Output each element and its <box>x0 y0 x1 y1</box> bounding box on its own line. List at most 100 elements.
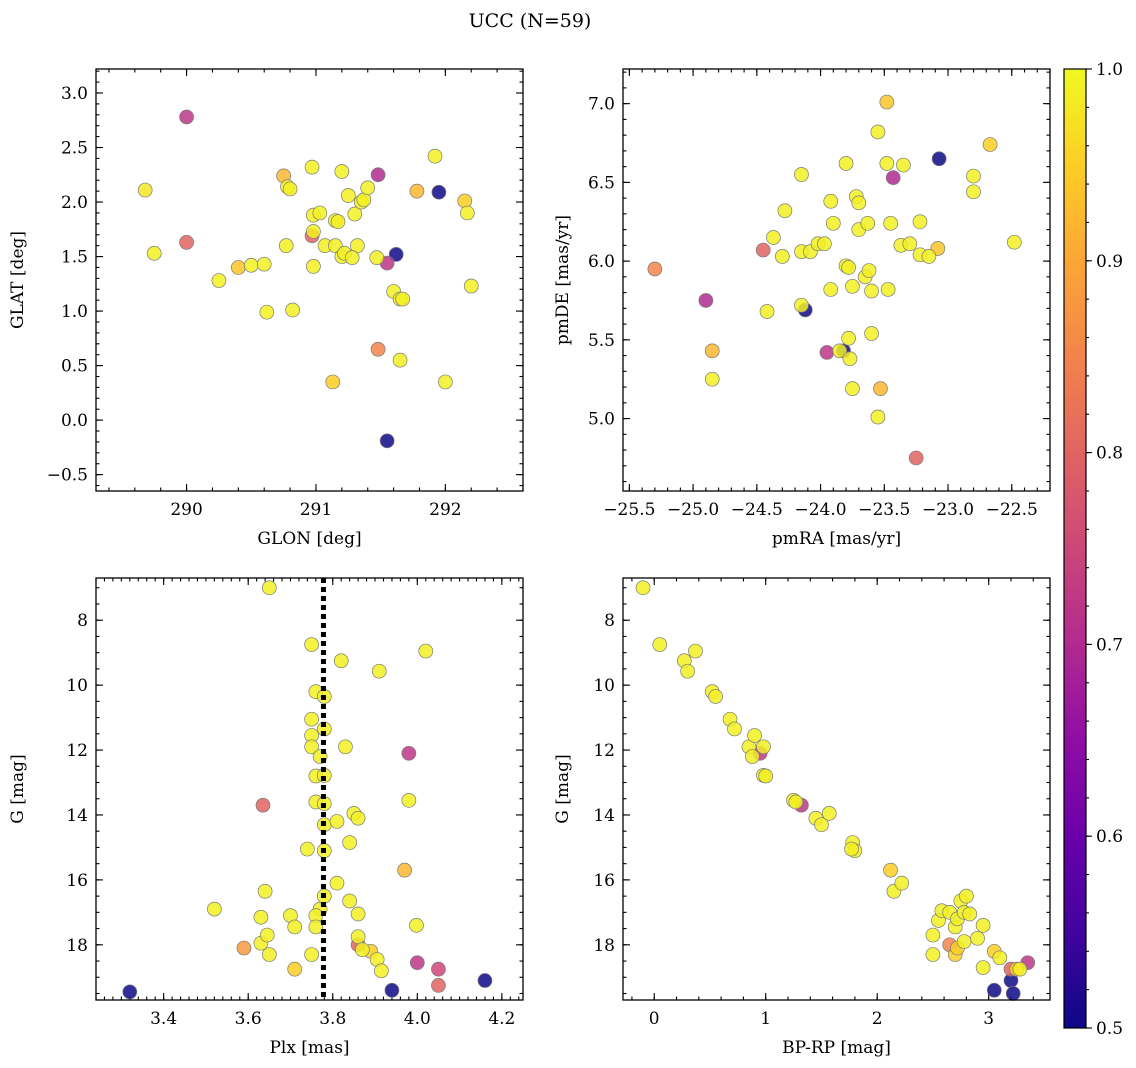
data-point <box>708 689 723 704</box>
data-point <box>431 184 447 200</box>
colorbar-gradient <box>1063 68 1087 1029</box>
data-point <box>344 250 360 265</box>
y-tick-label: 6.0 <box>588 252 615 272</box>
data-point <box>329 875 345 891</box>
data-point <box>925 927 941 943</box>
data-point <box>401 745 417 761</box>
data-point <box>766 230 781 245</box>
data-point <box>325 374 341 390</box>
data-point <box>438 374 453 390</box>
data-point <box>635 580 651 596</box>
data-point <box>255 797 271 813</box>
data-point <box>970 930 985 946</box>
data-point <box>747 728 762 743</box>
panel-glon-glat: 290 291 292 −0.5 0.0 0.5 1.0 1.5 2.0 2.5 3.0 GLON [… <box>8 68 524 549</box>
x-axis-label: GLON [deg] <box>257 529 361 549</box>
data-point <box>236 940 252 956</box>
data-point <box>278 238 294 254</box>
data-point <box>122 984 138 1000</box>
colorbar-tick-label: 1.0 <box>1096 60 1123 80</box>
data-point <box>257 883 273 899</box>
data-point <box>463 278 479 294</box>
data-point <box>758 768 774 784</box>
y-tick-label: −0.5 <box>47 466 88 486</box>
data-point <box>704 371 720 387</box>
data-point <box>374 963 389 979</box>
data-point <box>883 862 898 878</box>
data-point <box>287 919 303 935</box>
scatter-points <box>137 109 479 449</box>
data-point <box>870 124 886 140</box>
y-tick-label: 1.0 <box>61 302 88 322</box>
y-tick-label: 5.0 <box>588 410 615 430</box>
data-point <box>460 205 475 221</box>
y-tick-label: 0.0 <box>61 411 88 431</box>
data-point <box>992 950 1008 966</box>
x-tick-label: −25.5 <box>603 500 655 520</box>
data-point <box>956 934 972 949</box>
data-point <box>1006 234 1022 250</box>
data-point <box>304 947 319 962</box>
data-point <box>975 960 991 975</box>
y-tick-label: 16 <box>593 871 615 891</box>
data-point <box>306 259 321 274</box>
y-tick-label: 5.5 <box>588 331 615 351</box>
data-point <box>304 711 319 727</box>
data-point <box>259 304 275 320</box>
x-tick-label: 3.6 <box>235 1009 262 1029</box>
data-point <box>409 183 425 199</box>
data-point <box>986 982 1002 998</box>
x-tick-label: 3.8 <box>319 1009 346 1029</box>
minor-ticks <box>623 69 1051 491</box>
data-point <box>312 205 328 221</box>
x-axis-label: BP-RP [mag] <box>782 1038 891 1058</box>
x-tick-label: −24.0 <box>795 500 847 520</box>
data-point <box>845 381 860 396</box>
data-point <box>418 643 434 659</box>
data-point <box>962 906 978 922</box>
data-point <box>304 159 320 175</box>
y-tick-label: 16 <box>66 871 88 891</box>
data-point <box>354 942 370 958</box>
minor-ticks <box>623 578 1050 1000</box>
y-axis-label: pmDE [mas/yr] <box>553 215 573 345</box>
x-tick-label: 4.2 <box>488 1009 515 1029</box>
x-tick-label: 1 <box>760 1009 771 1029</box>
data-point <box>819 345 835 360</box>
data-point <box>870 409 886 425</box>
data-point <box>1005 986 1021 1001</box>
data-point <box>744 749 760 764</box>
axes-frame <box>622 577 1051 1001</box>
data-point <box>912 214 928 230</box>
data-point <box>256 256 272 272</box>
y-tick-label: 18 <box>66 936 88 956</box>
y-tick-label: 1.5 <box>61 248 88 268</box>
data-point <box>261 947 277 962</box>
data-point <box>844 841 859 857</box>
data-point <box>207 901 222 917</box>
data-point <box>395 291 411 307</box>
data-point <box>755 242 771 258</box>
data-point <box>350 810 366 826</box>
axes-frame <box>95 68 524 492</box>
x-tick-label: −23.5 <box>858 500 910 520</box>
data-point <box>845 278 860 294</box>
y-tick-label: 10 <box>593 676 615 696</box>
data-point <box>885 170 901 185</box>
data-point <box>975 917 991 933</box>
y-axis-label: G [mag] <box>553 754 573 823</box>
axes-frame <box>95 577 524 1001</box>
scatter-points <box>635 580 1036 1001</box>
y-tick-label: 10 <box>66 676 88 696</box>
x-tick-label: 0 <box>649 1009 660 1029</box>
data-point <box>285 302 301 318</box>
data-point <box>704 343 720 359</box>
data-point <box>680 663 696 679</box>
data-point <box>727 721 742 737</box>
data-point <box>392 352 408 368</box>
y-tick-label: 2.5 <box>61 139 88 159</box>
figure-title: UCC (N=59) <box>469 10 592 32</box>
y-tick-label: 12 <box>593 741 615 761</box>
data-point <box>427 148 443 164</box>
y-tick-label: 14 <box>66 806 88 826</box>
